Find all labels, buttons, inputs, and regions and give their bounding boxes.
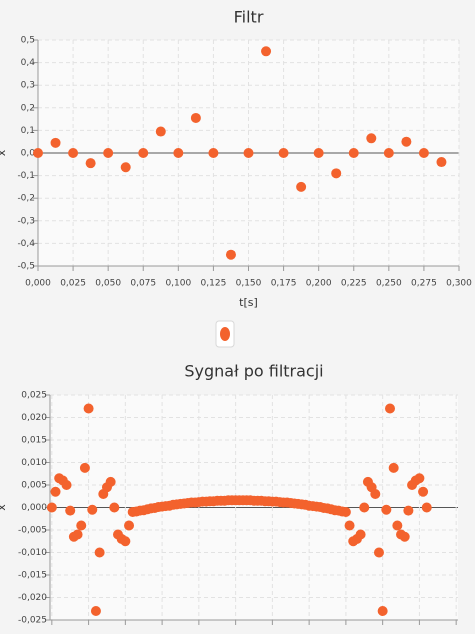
y-tick-label: -0,005 (18, 526, 47, 536)
point (418, 486, 429, 497)
point (83, 403, 94, 414)
point (243, 148, 254, 158)
x-axis-label: t[s] (239, 296, 258, 309)
point (261, 46, 272, 57)
point (68, 148, 79, 158)
point (124, 520, 135, 531)
y-tick-label: 0,015 (21, 436, 47, 446)
point (399, 531, 410, 542)
point (401, 136, 412, 147)
point (208, 148, 219, 158)
x-tick-label: 0,250 (376, 279, 402, 289)
point (138, 148, 149, 158)
point (50, 137, 61, 148)
point (392, 520, 403, 531)
point (46, 502, 57, 513)
point (90, 606, 101, 616)
x-tick-label: 0,200 (306, 279, 332, 289)
x-tick-label: 0,100 (165, 279, 191, 289)
point (225, 249, 236, 260)
point (103, 148, 114, 158)
x-tick-label: 0,175 (271, 279, 297, 289)
point (33, 148, 43, 158)
x-tick-label: 0,050 (95, 279, 121, 289)
y-tick-label: 0,000 (21, 503, 47, 513)
point (94, 547, 105, 558)
point (120, 536, 131, 547)
point (296, 181, 307, 192)
point (373, 547, 384, 558)
point (383, 148, 394, 158)
point (340, 507, 351, 517)
point (381, 504, 392, 515)
point (173, 148, 184, 158)
x-tick-label: 0,000 (25, 279, 51, 289)
point (377, 606, 388, 616)
point (76, 520, 87, 531)
point (436, 157, 447, 168)
y-tick-label: 0,1 (21, 126, 35, 136)
point (85, 158, 96, 169)
y-tick-label: -0,025 (18, 616, 47, 626)
point (414, 473, 425, 484)
y-tick-label: -0,015 (18, 571, 47, 581)
y-tick-label: 0,3 (21, 81, 35, 91)
y-tick-label: 0,5 (21, 36, 35, 46)
point (348, 148, 359, 158)
point (105, 476, 116, 487)
y-tick-label: 0,4 (21, 58, 36, 68)
chart-title: Sygnał po filtracji (184, 362, 323, 381)
y-tick-label: -0,5 (17, 262, 35, 272)
x-tick-label: 0,125 (201, 279, 227, 289)
y-tick-label: 0,025 (21, 391, 47, 401)
point (109, 502, 120, 513)
point (418, 148, 429, 158)
point (61, 480, 72, 490)
point (313, 148, 324, 158)
y-axis-label: x (0, 149, 8, 156)
y-tick-label: -0,2 (17, 194, 35, 204)
point (87, 504, 98, 515)
point (72, 529, 83, 540)
x-tick-label: 0,225 (341, 279, 367, 289)
point (403, 505, 414, 516)
y-tick-label: 0,020 (21, 413, 47, 423)
y-tick-label: 0,010 (21, 458, 47, 468)
chart-title: Filtr (234, 8, 264, 27)
y-tick-label: 0,005 (21, 481, 47, 491)
point (344, 520, 355, 531)
x-tick-label: 0,075 (130, 279, 156, 289)
y-tick-label: 0,2 (21, 103, 35, 113)
x-tick-label: 0,025 (60, 279, 86, 289)
y-tick-label: -0,020 (18, 593, 47, 603)
point (331, 168, 342, 179)
x-tick-label: 0,300 (446, 279, 472, 289)
y-tick-label: 0,0 (21, 149, 36, 159)
point (120, 162, 131, 173)
point (388, 462, 399, 473)
y-tick-label: -0,3 (17, 216, 35, 226)
y-tick-label: -0,1 (17, 171, 35, 181)
point (65, 505, 76, 516)
point (190, 112, 201, 123)
legend-symbol (220, 327, 230, 341)
point (366, 133, 377, 144)
point (50, 486, 61, 497)
point (370, 489, 381, 499)
point (155, 126, 166, 137)
point (421, 502, 432, 513)
point (359, 502, 370, 513)
x-tick-label: 0,275 (411, 279, 437, 289)
point (79, 462, 90, 473)
point (278, 148, 289, 158)
y-axis-label: x (0, 504, 8, 511)
point (355, 529, 366, 540)
point (385, 403, 395, 414)
y-tick-label: -0,010 (18, 548, 47, 558)
y-tick-label: -0,4 (17, 239, 35, 249)
x-tick-label: 0,150 (236, 279, 262, 289)
